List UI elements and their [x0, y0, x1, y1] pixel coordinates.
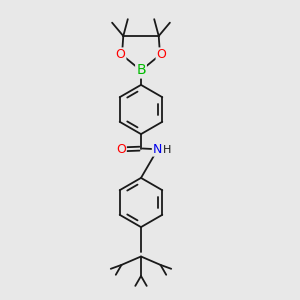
Text: H: H — [163, 145, 172, 155]
Text: O: O — [116, 142, 126, 156]
Text: O: O — [116, 48, 125, 62]
Text: O: O — [157, 48, 166, 62]
Text: N: N — [153, 142, 162, 156]
Text: B: B — [136, 64, 146, 77]
